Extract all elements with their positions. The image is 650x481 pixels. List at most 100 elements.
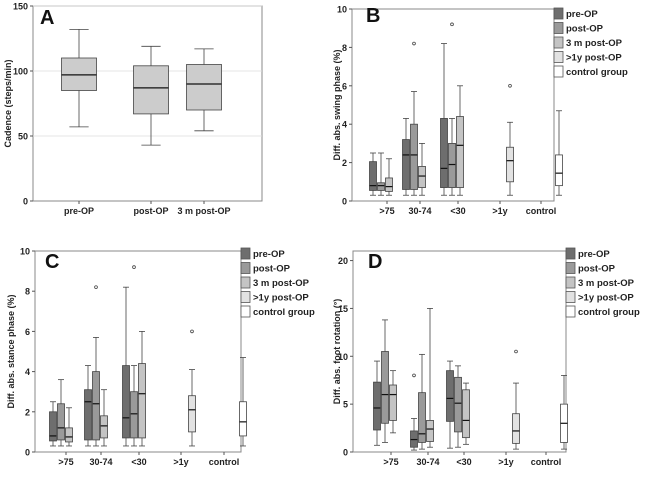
y-tick-label: 5: [343, 400, 348, 410]
box-plot: [57, 379, 65, 447]
box-iqr: [512, 413, 520, 444]
y-tick-label: 100: [13, 67, 28, 77]
y-tick-label: 4: [25, 367, 30, 377]
box-iqr: [122, 365, 130, 439]
legend-label: 3 m post-OP: [566, 38, 623, 49]
box-plot: [133, 45, 169, 146]
box-plot: [448, 22, 456, 196]
box-plot: [426, 308, 434, 448]
y-axis-label: Diff. abs. foot rotation (°): [332, 299, 342, 405]
x-tick-label: 30-74: [89, 457, 112, 467]
box-iqr: [506, 146, 514, 183]
legend-label: pre-OP: [566, 9, 598, 20]
y-tick-label: 15: [338, 304, 348, 314]
box-iqr: [84, 389, 92, 441]
x-tick-label: pre-OP: [64, 206, 94, 216]
x-tick-label: >75: [379, 206, 394, 216]
legend-label: control group: [253, 307, 315, 318]
box-iqr: [188, 395, 196, 433]
box-iqr: [138, 363, 146, 439]
box-iqr: [454, 376, 462, 433]
legend-swatch: [240, 276, 251, 289]
outlier-point: [450, 22, 454, 27]
y-tick-label: 50: [18, 132, 28, 142]
box-plot: [512, 349, 520, 450]
legend: pre-OP post-OP 3 m post-OP >1y post-OP contr…: [553, 7, 628, 78]
box-plot: [138, 330, 146, 447]
outlier-point: [190, 329, 194, 334]
box-iqr: [418, 166, 426, 188]
box-plot: [456, 85, 464, 196]
y-axis-label: Cadence (steps/min): [3, 59, 13, 147]
y-tick-label: 2: [25, 407, 30, 417]
panel-letter: B: [366, 5, 380, 27]
box-iqr: [130, 391, 138, 439]
y-tick-label: 0: [343, 448, 348, 458]
box-plot: [377, 152, 385, 196]
box-iqr: [385, 177, 393, 192]
legend-label: post-OP: [578, 264, 616, 275]
legend-label: 3 m post-OP: [578, 278, 635, 289]
y-tick-label: 4: [342, 120, 347, 130]
legend-swatch: [553, 51, 564, 63]
legend-swatch: [565, 262, 576, 274]
box-plot: [369, 152, 377, 196]
box-iqr: [369, 161, 377, 191]
box-plot: [560, 375, 568, 450]
x-tick-label: <30: [456, 457, 471, 467]
legend-swatch: [240, 262, 251, 274]
legend-swatch: [240, 247, 251, 260]
legend-swatch: [565, 247, 576, 260]
box-plot: [49, 401, 57, 447]
plot-frame: [34, 250, 242, 453]
legend-label: control group: [578, 307, 640, 318]
y-tick-label: 10: [337, 5, 347, 15]
legend-label: >1y post-OP: [578, 293, 634, 304]
box-plot: [446, 360, 454, 449]
x-tick-label: >1y: [498, 457, 513, 467]
box-iqr: [555, 154, 563, 187]
box-iqr: [373, 381, 381, 431]
y-tick-label: 10: [20, 247, 30, 257]
box-iqr: [61, 57, 97, 91]
box-plot: [389, 370, 397, 434]
box-iqr: [49, 411, 57, 442]
legend-label: post-OP: [253, 264, 291, 275]
legend-label: 3 m post-OP: [253, 278, 310, 289]
outlier-point: [94, 285, 98, 289]
panel-letter: D: [368, 251, 382, 273]
legend-swatch: [553, 7, 564, 20]
panel-letter: A: [40, 7, 54, 29]
box-iqr: [381, 351, 389, 424]
x-tick-label: control: [531, 457, 562, 467]
box-iqr: [100, 415, 108, 439]
legend-label: post-OP: [566, 24, 604, 35]
box-plot: [454, 365, 462, 448]
outlier-point: [412, 373, 416, 378]
x-tick-label: 30-74: [408, 206, 431, 216]
y-tick-label: 2: [342, 158, 347, 168]
box-iqr: [446, 370, 454, 422]
legend-swatch: [240, 291, 251, 303]
box-iqr: [440, 118, 448, 188]
x-tick-label: post-OP: [134, 206, 169, 216]
y-tick-label: 6: [342, 81, 347, 91]
box-iqr: [402, 139, 410, 190]
box-plot: [61, 28, 97, 128]
box-plot: [440, 43, 448, 196]
box-plot: [418, 142, 426, 196]
outlier-point: [508, 84, 512, 88]
box-iqr: [448, 142, 456, 188]
box-plot: [186, 48, 222, 132]
x-tick-label: >1y: [173, 457, 188, 467]
outlier-point: [132, 265, 136, 269]
x-tick-label: <30: [131, 457, 146, 467]
box-plot: [188, 329, 196, 447]
legend-label: pre-OP: [253, 249, 285, 260]
box-plot: [92, 285, 100, 447]
x-tick-label: control: [209, 457, 240, 467]
y-tick-label: 0: [25, 448, 30, 458]
panel-a: 0 50 100 150 Cadence (steps/min) pre-OP post-O…: [3, 2, 263, 216]
y-tick-label: 8: [25, 287, 30, 297]
panel-letter: C: [45, 251, 59, 273]
